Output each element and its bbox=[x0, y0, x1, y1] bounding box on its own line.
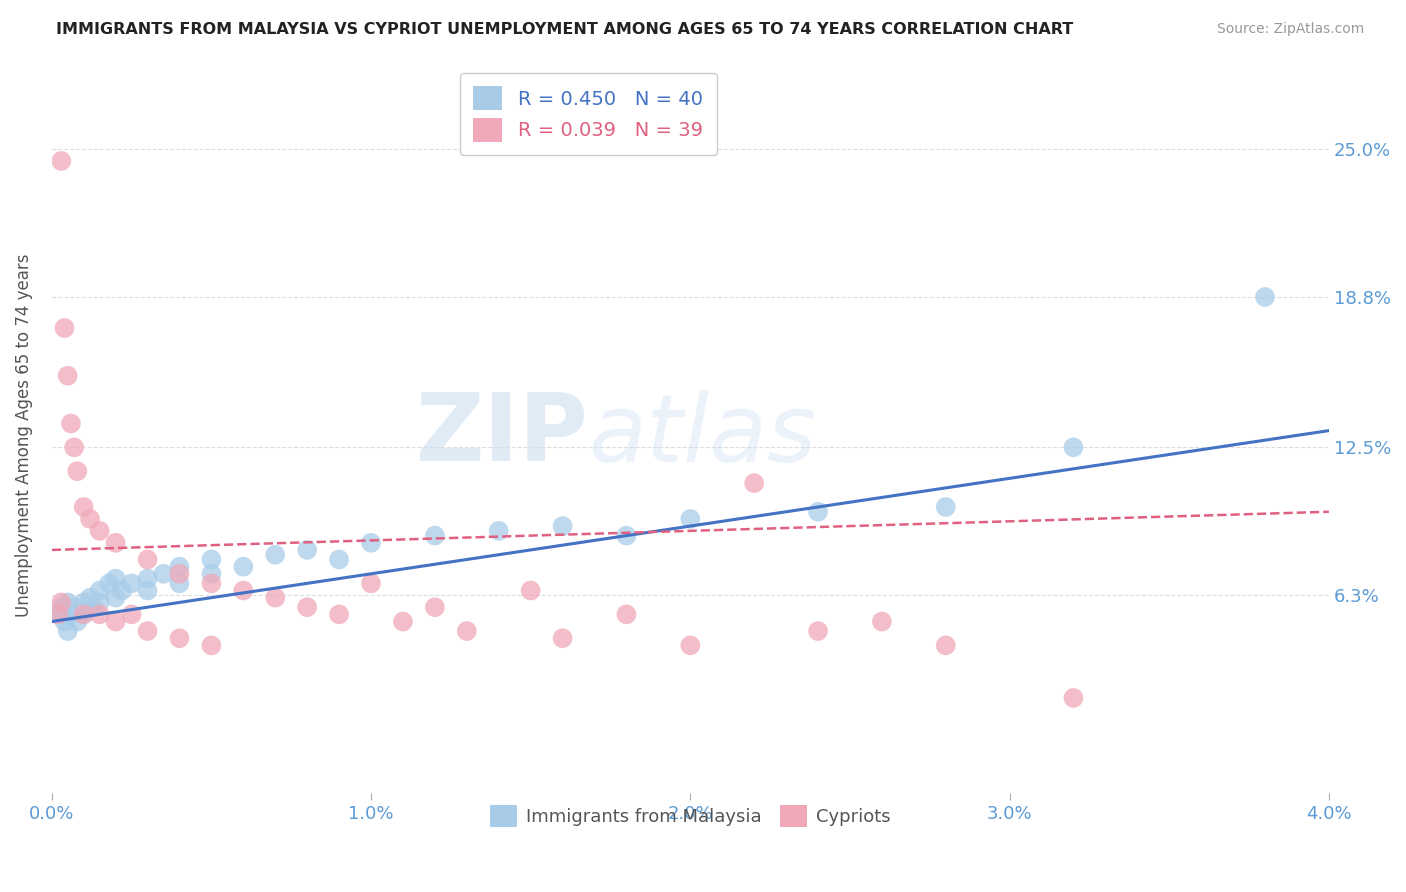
Point bbox=[551, 519, 574, 533]
Point bbox=[360, 576, 382, 591]
Point bbox=[551, 632, 574, 646]
Point bbox=[169, 566, 191, 581]
Point bbox=[73, 607, 96, 622]
Point bbox=[423, 528, 446, 542]
Point bbox=[232, 583, 254, 598]
Point bbox=[423, 600, 446, 615]
Point bbox=[200, 576, 222, 591]
Legend: Immigrants from Malaysia, Cypriots: Immigrants from Malaysia, Cypriots bbox=[482, 798, 898, 834]
Point bbox=[264, 591, 287, 605]
Point bbox=[392, 615, 415, 629]
Point bbox=[679, 512, 702, 526]
Point bbox=[328, 552, 350, 566]
Point bbox=[200, 552, 222, 566]
Point bbox=[51, 595, 73, 609]
Point bbox=[59, 607, 82, 622]
Point bbox=[104, 615, 127, 629]
Point bbox=[295, 543, 318, 558]
Point bbox=[679, 639, 702, 653]
Point bbox=[98, 576, 121, 591]
Point bbox=[89, 607, 111, 622]
Point bbox=[46, 607, 69, 622]
Point bbox=[89, 595, 111, 609]
Point bbox=[264, 548, 287, 562]
Point bbox=[200, 639, 222, 653]
Point bbox=[519, 583, 541, 598]
Point bbox=[807, 624, 830, 638]
Point bbox=[169, 632, 191, 646]
Point bbox=[51, 153, 73, 168]
Point bbox=[79, 512, 101, 526]
Point bbox=[51, 600, 73, 615]
Point bbox=[56, 595, 79, 609]
Point bbox=[136, 572, 159, 586]
Point bbox=[152, 566, 174, 581]
Text: IMMIGRANTS FROM MALAYSIA VS CYPRIOT UNEMPLOYMENT AMONG AGES 65 TO 74 YEARS CORRE: IMMIGRANTS FROM MALAYSIA VS CYPRIOT UNEM… bbox=[56, 22, 1074, 37]
Point bbox=[456, 624, 478, 638]
Point bbox=[111, 583, 134, 598]
Point bbox=[104, 572, 127, 586]
Point bbox=[360, 535, 382, 549]
Y-axis label: Unemployment Among Ages 65 to 74 years: Unemployment Among Ages 65 to 74 years bbox=[15, 253, 32, 617]
Point bbox=[200, 566, 222, 581]
Point bbox=[136, 583, 159, 598]
Point bbox=[66, 615, 89, 629]
Point bbox=[1062, 690, 1084, 705]
Point bbox=[742, 476, 765, 491]
Point bbox=[1254, 290, 1277, 304]
Text: ZIP: ZIP bbox=[415, 390, 588, 482]
Point bbox=[488, 524, 510, 538]
Point bbox=[935, 639, 957, 653]
Point bbox=[79, 591, 101, 605]
Point bbox=[121, 576, 143, 591]
Point bbox=[295, 600, 318, 615]
Point bbox=[46, 607, 69, 622]
Point bbox=[616, 607, 638, 622]
Point bbox=[63, 440, 86, 454]
Point bbox=[89, 524, 111, 538]
Point bbox=[136, 624, 159, 638]
Point bbox=[59, 417, 82, 431]
Point bbox=[53, 321, 76, 335]
Point bbox=[82, 600, 104, 615]
Point bbox=[232, 559, 254, 574]
Point bbox=[53, 615, 76, 629]
Point bbox=[104, 535, 127, 549]
Point bbox=[73, 595, 96, 609]
Point bbox=[169, 576, 191, 591]
Point bbox=[935, 500, 957, 514]
Point bbox=[136, 552, 159, 566]
Point bbox=[89, 583, 111, 598]
Point bbox=[328, 607, 350, 622]
Point bbox=[169, 559, 191, 574]
Point bbox=[1062, 440, 1084, 454]
Point bbox=[73, 500, 96, 514]
Point bbox=[870, 615, 893, 629]
Point bbox=[73, 607, 96, 622]
Text: Source: ZipAtlas.com: Source: ZipAtlas.com bbox=[1216, 22, 1364, 37]
Point bbox=[104, 591, 127, 605]
Text: atlas: atlas bbox=[588, 390, 817, 481]
Point bbox=[56, 624, 79, 638]
Point bbox=[63, 600, 86, 615]
Point bbox=[66, 464, 89, 478]
Point bbox=[807, 505, 830, 519]
Point bbox=[616, 528, 638, 542]
Point bbox=[56, 368, 79, 383]
Point bbox=[121, 607, 143, 622]
